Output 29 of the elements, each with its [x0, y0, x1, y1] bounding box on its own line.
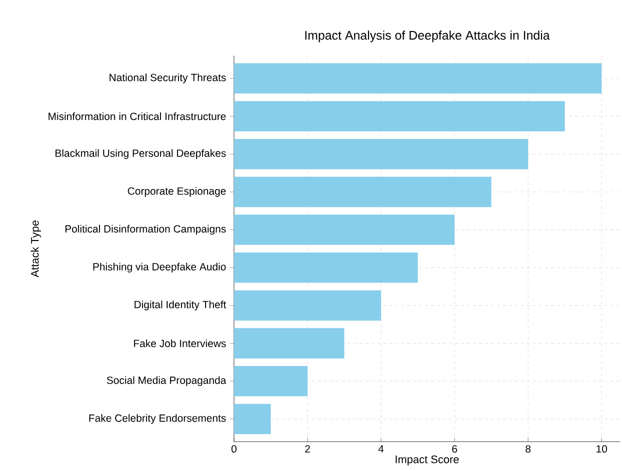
x-tick-label: 4 — [378, 445, 384, 452]
bar — [234, 63, 602, 94]
bar — [234, 366, 308, 396]
x-tick-label: 8 — [526, 445, 531, 453]
chart-title: Impact Analysis of Deepfake Attacks in India — [305, 30, 550, 42]
y-tick-label: Fake Job Interviews — [134, 339, 226, 348]
y-tick-label: Digital Identity Theft — [134, 300, 226, 310]
bar — [234, 176, 492, 208]
bar — [234, 252, 418, 283]
y-tick-label: Corporate Espionage — [128, 187, 226, 197]
y-tick-label: Misinformation in Critical Infrastructure — [48, 112, 226, 120]
bar — [234, 328, 344, 358]
y-axis-title: Attack Type — [30, 220, 41, 278]
bar — [234, 290, 382, 321]
y-tick-label: National Security Threats — [110, 74, 226, 84]
x-tick-label: 6 — [452, 445, 458, 453]
x-tick-label: 10 — [596, 445, 608, 453]
y-tick-label: Fake Celebrity Endorsements — [89, 414, 226, 424]
y-tick-label: Political Disinformation Campaigns — [65, 224, 226, 235]
y-tick-label: Phishing via Deepfake Audio — [93, 262, 226, 272]
x-tick-label: 0 — [231, 445, 236, 453]
bar — [234, 101, 565, 132]
x-axis-title: Impact Score — [396, 455, 459, 466]
bar — [234, 404, 271, 434]
bar — [234, 138, 528, 170]
x-tick-label: 2 — [305, 445, 310, 453]
bar — [234, 214, 455, 245]
y-tick-label: Social Media Propaganda — [106, 376, 226, 386]
y-tick-label: Blackmail Using Personal Deepfakes — [56, 149, 226, 159]
